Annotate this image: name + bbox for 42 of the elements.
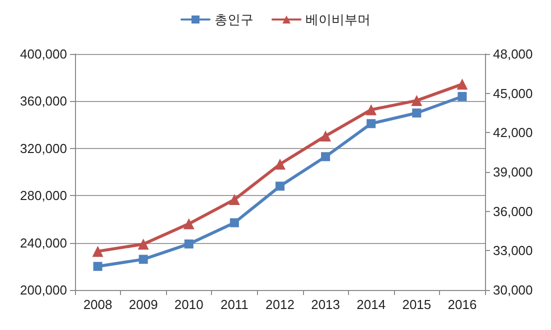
- y-tick-label: 320,000: [20, 140, 67, 156]
- x-tick-label: 2015: [402, 297, 432, 312]
- point: [93, 262, 102, 271]
- point: [366, 119, 376, 128]
- point: [456, 78, 468, 90]
- y2-tick-label: 42,000: [493, 125, 533, 140]
- y2-tick-label: 36,000: [493, 204, 533, 219]
- point: [320, 130, 332, 142]
- y-tick-label: 240,000: [20, 235, 67, 250]
- x-tick-label: 2010: [174, 297, 204, 312]
- y-tick-label: 360,000: [20, 94, 67, 109]
- point: [366, 104, 377, 116]
- y2-tick-label: 33,000: [493, 243, 533, 258]
- point: [411, 95, 422, 106]
- y2-tick-label: 30,000: [493, 282, 533, 298]
- y-tick-label: 280,000: [20, 188, 67, 204]
- x-tick-label: 2016: [448, 297, 477, 312]
- point: [138, 254, 148, 264]
- point: [412, 108, 422, 118]
- point: [274, 158, 286, 170]
- y2-tick-label: 45,000: [493, 86, 533, 101]
- x-tick-label: 2012: [266, 297, 294, 312]
- x-tick-label: 2011: [220, 297, 248, 312]
- point: [276, 182, 284, 191]
- legend-label: 베이비부머: [306, 12, 370, 27]
- point: [183, 218, 194, 230]
- point: [230, 218, 239, 228]
- x-tick-label: 2014: [356, 297, 386, 312]
- y2-tick-label: 39,000: [493, 164, 533, 180]
- y-tick-label: 200,000: [20, 282, 67, 298]
- x-tick-label: 2009: [128, 297, 158, 312]
- point: [321, 152, 330, 162]
- y-tick-label: 400,000: [20, 46, 67, 62]
- point: [138, 238, 149, 250]
- y2-tick-label: 48,000: [493, 46, 533, 62]
- legend-label: 총인구: [214, 12, 254, 27]
- point: [458, 92, 467, 101]
- point: [228, 194, 240, 206]
- x-tick-label: 2013: [311, 297, 340, 312]
- x-tick-label: 2008: [83, 297, 112, 312]
- point: [92, 246, 104, 257]
- point: [184, 239, 194, 248]
